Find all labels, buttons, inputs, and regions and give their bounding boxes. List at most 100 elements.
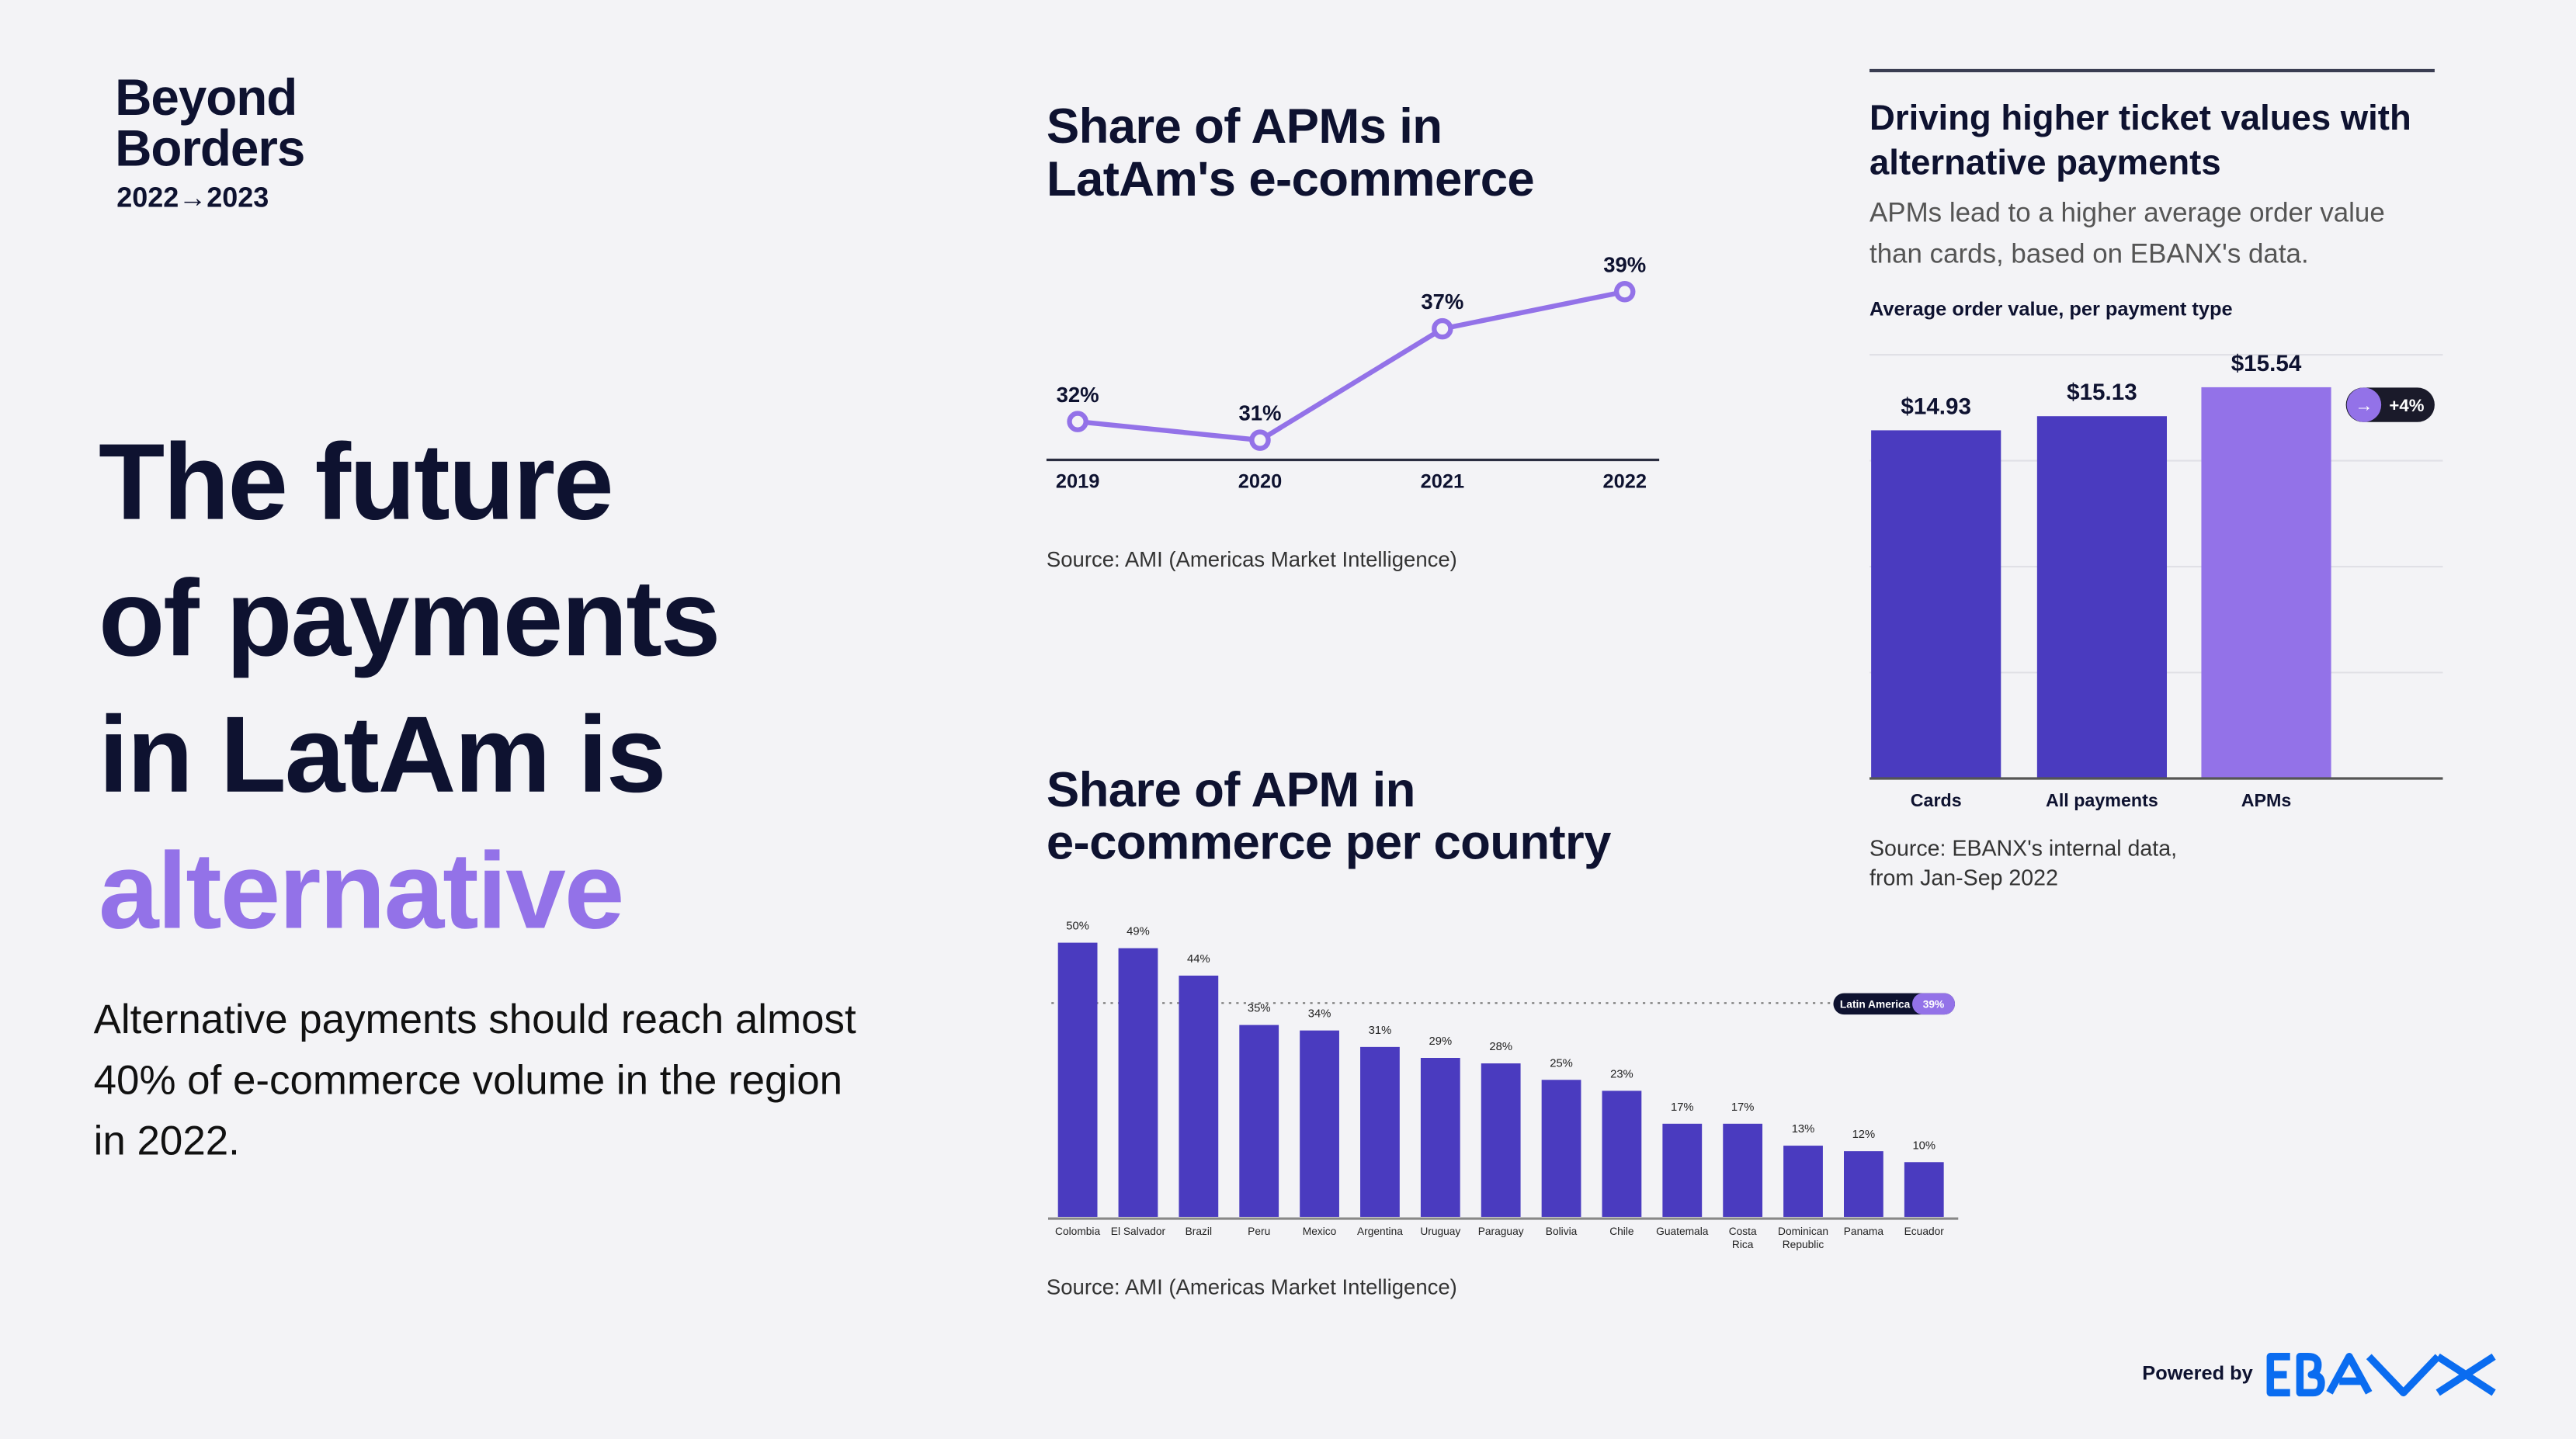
- reference-badge-value-bg: [1912, 993, 1956, 1015]
- bar: [1360, 1046, 1400, 1217]
- x-tick-label: Colombia: [1055, 1226, 1100, 1237]
- brand-title-1: Beyond: [115, 68, 297, 127]
- bar-value-label: 17%: [1731, 1101, 1755, 1114]
- x-tick-label: Costa Rica: [1729, 1226, 1757, 1250]
- x-tick-label-line: Rica: [1732, 1239, 1754, 1250]
- data-label: 39%: [1603, 252, 1646, 276]
- x-tick-label: Uruguay: [1420, 1226, 1460, 1237]
- arrow-right-icon: →: [2355, 395, 2373, 415]
- logo-x: [2435, 1353, 2496, 1396]
- growth-badge-label: +4%: [2389, 396, 2424, 415]
- x-tick-label-line: Argentina: [1357, 1226, 1403, 1237]
- x-tick-label-line: Dominican: [1778, 1226, 1828, 1237]
- bar: [1118, 948, 1158, 1217]
- bar: [1723, 1123, 1763, 1217]
- x-tick-label: 2022: [1602, 470, 1646, 492]
- x-tick-label-line: Paraguay: [1478, 1226, 1524, 1237]
- x-tick-label: Dominican Republic: [1778, 1226, 1828, 1250]
- x-tick-label: APMs: [2241, 790, 2292, 810]
- bar-value-label: 25%: [1550, 1057, 1573, 1070]
- bar: [1541, 1080, 1581, 1217]
- x-tick-label: 2021: [1421, 470, 1464, 492]
- headline-line: in LatAm is: [98, 692, 667, 815]
- bar: [1871, 430, 2001, 778]
- x-tick-label-line: Chile: [1609, 1226, 1634, 1237]
- x-tick-label: Cards: [1911, 790, 1962, 810]
- title-line: Share of APMs in: [1046, 100, 1442, 154]
- data-point: [1249, 429, 1271, 451]
- bar-value-label: 35%: [1248, 1003, 1271, 1015]
- data-label: 37%: [1421, 290, 1463, 314]
- intro-paragraph: Alternative payments should reach almost…: [93, 997, 856, 1165]
- title-line: Share of APM in: [1046, 763, 1416, 818]
- series-line: [1077, 289, 1626, 443]
- aov-chart-subtitle: APMs lead to a higher average order valu…: [1870, 199, 2385, 270]
- growth-badge-circle: [2346, 387, 2382, 422]
- brand-title-2: Borders: [115, 120, 305, 178]
- bar-value-label: $14.93: [1901, 394, 1971, 419]
- bar-value-label: $15.13: [2067, 380, 2137, 405]
- bar: [2201, 387, 2331, 778]
- country-chart-source: Source: AMI (Americas Market Intelligenc…: [1046, 1274, 1457, 1299]
- bar-value-label: 12%: [1852, 1129, 1876, 1141]
- x-tick-label: Bolivia: [1546, 1226, 1578, 1237]
- aov-chart-source: Source: EBANX's internal data, from Jan-…: [1870, 834, 2177, 893]
- x-tick-label: Brazil: [1186, 1226, 1212, 1237]
- x-tick-label: Argentina: [1357, 1226, 1403, 1237]
- x-tick-label-line: Uruguay: [1420, 1226, 1460, 1237]
- headline: The future of payments in LatAm is alter…: [98, 414, 720, 959]
- bar: [1481, 1063, 1521, 1217]
- bar-value-label: 49%: [1127, 926, 1150, 938]
- x-tick-label: Chile: [1609, 1226, 1634, 1237]
- bar: [1904, 1162, 1944, 1217]
- x-tick-label: Guatemala: [1656, 1226, 1709, 1237]
- bar: [1843, 1151, 1883, 1217]
- x-tick-label: 2020: [1238, 470, 1282, 492]
- data-point: [1613, 281, 1636, 303]
- logo-b: [2296, 1353, 2325, 1397]
- bar-value-label: 10%: [1912, 1139, 1935, 1152]
- bar: [1300, 1030, 1339, 1217]
- bar: [1662, 1123, 1703, 1217]
- x-tick-label: All payments: [2046, 790, 2158, 810]
- line-chart-source: Source: AMI (Americas Market Intelligenc…: [1046, 546, 1457, 572]
- source-line: Source: EBANX's internal data,: [1870, 836, 2178, 861]
- title-line: LatAm's e-commerce: [1046, 152, 1535, 207]
- logo-e: [2266, 1353, 2290, 1397]
- x-tick-label-line: Brazil: [1186, 1226, 1212, 1237]
- bar-value-label: 50%: [1066, 921, 1089, 933]
- data-label: 32%: [1057, 383, 1099, 407]
- data-label: 31%: [1238, 401, 1281, 425]
- bar-value-label: $15.54: [2231, 351, 2302, 376]
- x-tick-label: El Salvador: [1111, 1226, 1166, 1237]
- bar: [1420, 1058, 1460, 1217]
- reference-value: 39%: [1923, 999, 1945, 1011]
- x-tick-label-line: Ecuador: [1904, 1226, 1945, 1237]
- x-tick-label-line: Mexico: [1303, 1226, 1337, 1237]
- bar-value-label: 29%: [1429, 1035, 1452, 1048]
- brand-logo: Beyond Borders: [115, 68, 305, 178]
- x-tick-label: Peru: [1248, 1226, 1270, 1237]
- x-tick-label-line: Guatemala: [1656, 1226, 1709, 1237]
- bar: [2036, 416, 2168, 778]
- x-tick-label: Panama: [1844, 1226, 1884, 1237]
- x-tick-label: Ecuador: [1904, 1226, 1945, 1237]
- reference-name: Latin America: [1840, 999, 1911, 1011]
- headline-line: The future: [98, 420, 614, 543]
- x-tick-label-line: Costa: [1729, 1226, 1757, 1237]
- line-chart-title: Share of APMs in LatAm's e-commerce: [1046, 100, 1535, 207]
- data-point: [1432, 317, 1453, 340]
- x-tick-label-line: Bolivia: [1546, 1226, 1578, 1237]
- bar: [1602, 1091, 1642, 1217]
- country-chart-title: Share of APM in e-commerce per country: [1046, 763, 1612, 870]
- bar-value-label: 28%: [1489, 1041, 1512, 1053]
- x-tick-label: Paraguay: [1478, 1226, 1524, 1237]
- panel-rule: [1870, 68, 2435, 73]
- bar: [1239, 1025, 1279, 1217]
- x-tick-label-line: Colombia: [1055, 1226, 1100, 1237]
- x-tick-label-line: Panama: [1844, 1226, 1884, 1237]
- bar: [1783, 1146, 1823, 1217]
- bar-value-label: 34%: [1308, 1008, 1331, 1021]
